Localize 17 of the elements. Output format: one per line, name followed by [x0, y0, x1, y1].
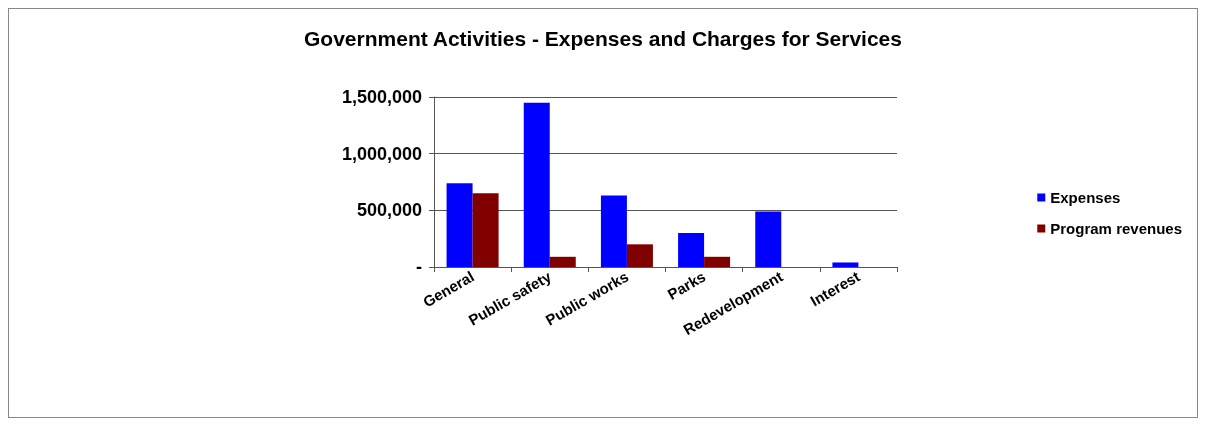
y-tick-label: -: [416, 257, 422, 277]
bar: [626, 244, 653, 267]
legend-label: Program revenues: [1050, 220, 1183, 237]
legend-label: Expenses: [1050, 189, 1121, 206]
bar: [600, 195, 627, 267]
bar: [446, 183, 473, 267]
bar: [523, 102, 550, 267]
bar: [678, 233, 705, 267]
bar: [832, 262, 859, 267]
y-tick-label: 1,000,000: [341, 143, 422, 164]
bar: [755, 211, 782, 267]
bar: [549, 256, 576, 267]
y-tick-label: 1,500,000: [341, 87, 422, 107]
bar: [704, 256, 731, 267]
bar: [472, 193, 499, 267]
y-tick-label: 500,000: [356, 200, 422, 221]
chart-title: Government Activities - Expenses and Charges for Services: [304, 27, 902, 50]
